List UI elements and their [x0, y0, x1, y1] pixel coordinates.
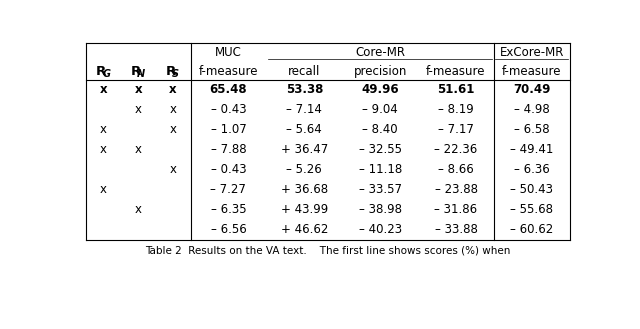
- Text: – 40.23: – 40.23: [358, 223, 402, 236]
- Text: x: x: [135, 203, 142, 216]
- Text: 51.61: 51.61: [437, 83, 475, 96]
- Text: + 43.99: + 43.99: [281, 203, 328, 216]
- Text: – 7.17: – 7.17: [438, 123, 474, 136]
- Text: R: R: [131, 64, 141, 78]
- Text: – 0.43: – 0.43: [211, 103, 246, 116]
- Text: – 33.88: – 33.88: [435, 223, 477, 236]
- Text: – 5.64: – 5.64: [287, 123, 322, 136]
- Text: Table 2  Results on the VA text.    The first line shows scores (%) when: Table 2 Results on the VA text. The firs…: [145, 245, 511, 255]
- Text: – 60.62: – 60.62: [510, 223, 554, 236]
- Text: N: N: [137, 69, 145, 79]
- Text: x: x: [100, 123, 107, 136]
- Text: x: x: [100, 143, 107, 156]
- Text: x: x: [170, 83, 177, 96]
- Text: 70.49: 70.49: [513, 83, 550, 96]
- Text: + 36.47: + 36.47: [281, 143, 328, 156]
- Text: – 4.98: – 4.98: [514, 103, 550, 116]
- Text: R: R: [96, 64, 106, 78]
- Text: – 5.26: – 5.26: [287, 163, 322, 176]
- Text: f-measure: f-measure: [426, 64, 486, 78]
- Text: S: S: [172, 69, 179, 79]
- Text: – 7.88: – 7.88: [211, 143, 246, 156]
- Text: – 0.43: – 0.43: [211, 163, 246, 176]
- Text: precision: precision: [353, 64, 407, 78]
- Text: – 23.88: – 23.88: [435, 183, 477, 196]
- Text: R: R: [165, 64, 175, 78]
- Text: – 49.41: – 49.41: [510, 143, 554, 156]
- Text: x: x: [170, 123, 177, 136]
- Text: recall: recall: [288, 64, 321, 78]
- Text: x: x: [170, 103, 177, 116]
- Text: MUC: MUC: [215, 46, 242, 59]
- Text: – 33.57: – 33.57: [358, 183, 402, 196]
- Text: – 38.98: – 38.98: [358, 203, 402, 216]
- Text: f-measure: f-measure: [502, 64, 562, 78]
- Text: x: x: [135, 143, 142, 156]
- Text: x: x: [135, 103, 142, 116]
- Text: x: x: [100, 83, 108, 96]
- Text: – 11.18: – 11.18: [358, 163, 402, 176]
- Text: – 1.07: – 1.07: [211, 123, 246, 136]
- Text: f-measure: f-measure: [198, 64, 258, 78]
- Text: – 32.55: – 32.55: [358, 143, 402, 156]
- Text: – 7.27: – 7.27: [211, 183, 246, 196]
- Text: G: G: [102, 69, 110, 79]
- Text: 53.38: 53.38: [285, 83, 323, 96]
- Text: – 31.86: – 31.86: [435, 203, 477, 216]
- Text: – 6.58: – 6.58: [514, 123, 550, 136]
- Text: x: x: [134, 83, 142, 96]
- Text: – 55.68: – 55.68: [510, 203, 554, 216]
- Text: – 22.36: – 22.36: [435, 143, 477, 156]
- Text: – 9.04: – 9.04: [362, 103, 398, 116]
- Text: – 6.35: – 6.35: [211, 203, 246, 216]
- Text: Core-MR: Core-MR: [355, 46, 405, 59]
- Text: – 8.19: – 8.19: [438, 103, 474, 116]
- Text: – 7.14: – 7.14: [286, 103, 322, 116]
- Text: – 6.36: – 6.36: [514, 163, 550, 176]
- Text: – 8.66: – 8.66: [438, 163, 474, 176]
- Text: – 6.56: – 6.56: [211, 223, 246, 236]
- Text: + 46.62: + 46.62: [280, 223, 328, 236]
- Text: ExCore-MR: ExCore-MR: [500, 46, 564, 59]
- Text: x: x: [100, 183, 107, 196]
- Text: 65.48: 65.48: [210, 83, 247, 96]
- Text: x: x: [170, 163, 177, 176]
- Text: – 50.43: – 50.43: [510, 183, 554, 196]
- Text: + 36.68: + 36.68: [281, 183, 328, 196]
- Text: 49.96: 49.96: [362, 83, 399, 96]
- Text: – 8.40: – 8.40: [362, 123, 398, 136]
